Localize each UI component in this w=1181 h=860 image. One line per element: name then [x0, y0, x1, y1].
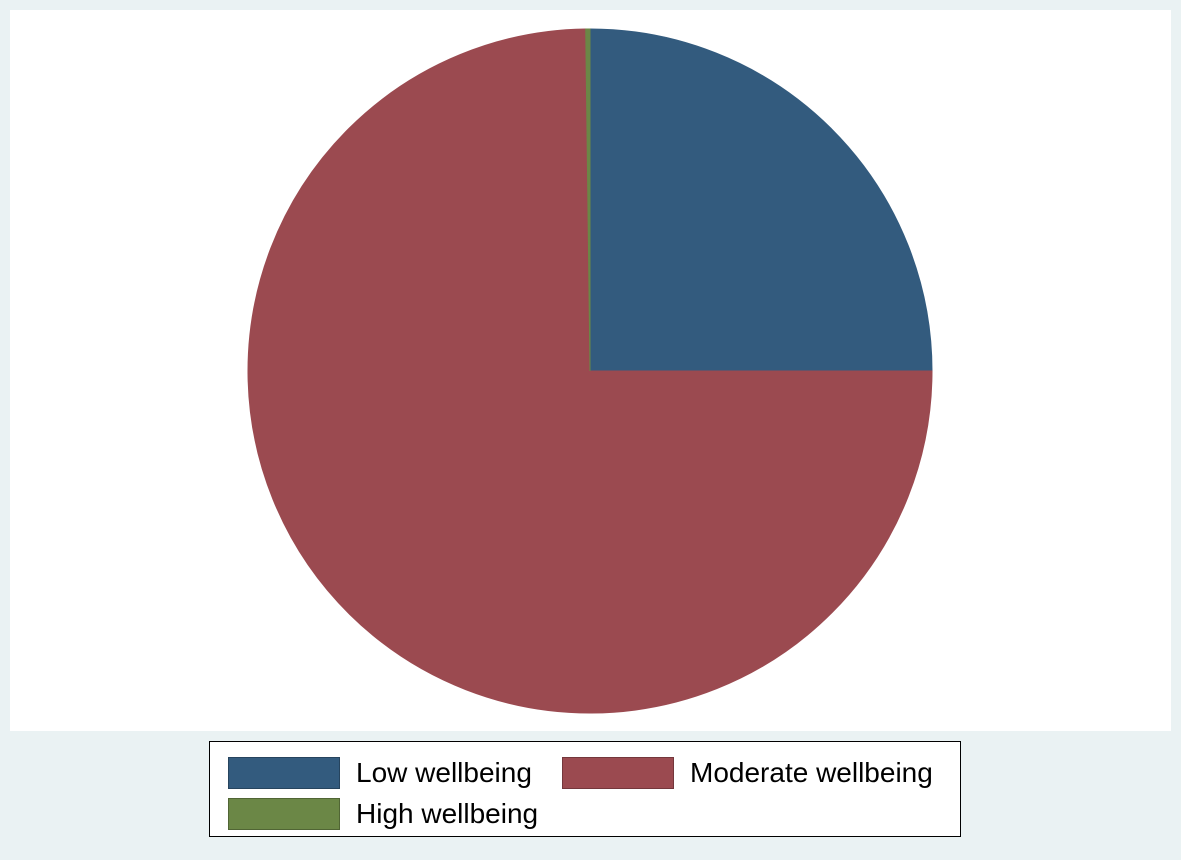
legend-item-high: High wellbeing — [228, 797, 538, 831]
pie-slice-moderate — [247, 28, 933, 714]
legend-swatch-moderate — [562, 757, 674, 789]
pie-slice-high — [585, 28, 591, 372]
legend-label-moderate: Moderate wellbeing — [690, 757, 933, 788]
legend-label-low: Low wellbeing — [356, 757, 532, 788]
legend-swatch-low — [228, 757, 340, 789]
legend-label-high: High wellbeing — [356, 798, 539, 829]
legend-item-moderate: Moderate wellbeing — [562, 756, 933, 790]
pie-chart — [247, 28, 933, 714]
pie-slices — [247, 28, 933, 714]
pie-slice-low — [589, 28, 933, 372]
legend-swatch-high — [228, 798, 340, 830]
plot-region — [10, 10, 1171, 731]
legend-item-low: Low wellbeing — [228, 756, 532, 790]
legend: Low wellbeing Moderate wellbeing High we… — [209, 741, 961, 837]
